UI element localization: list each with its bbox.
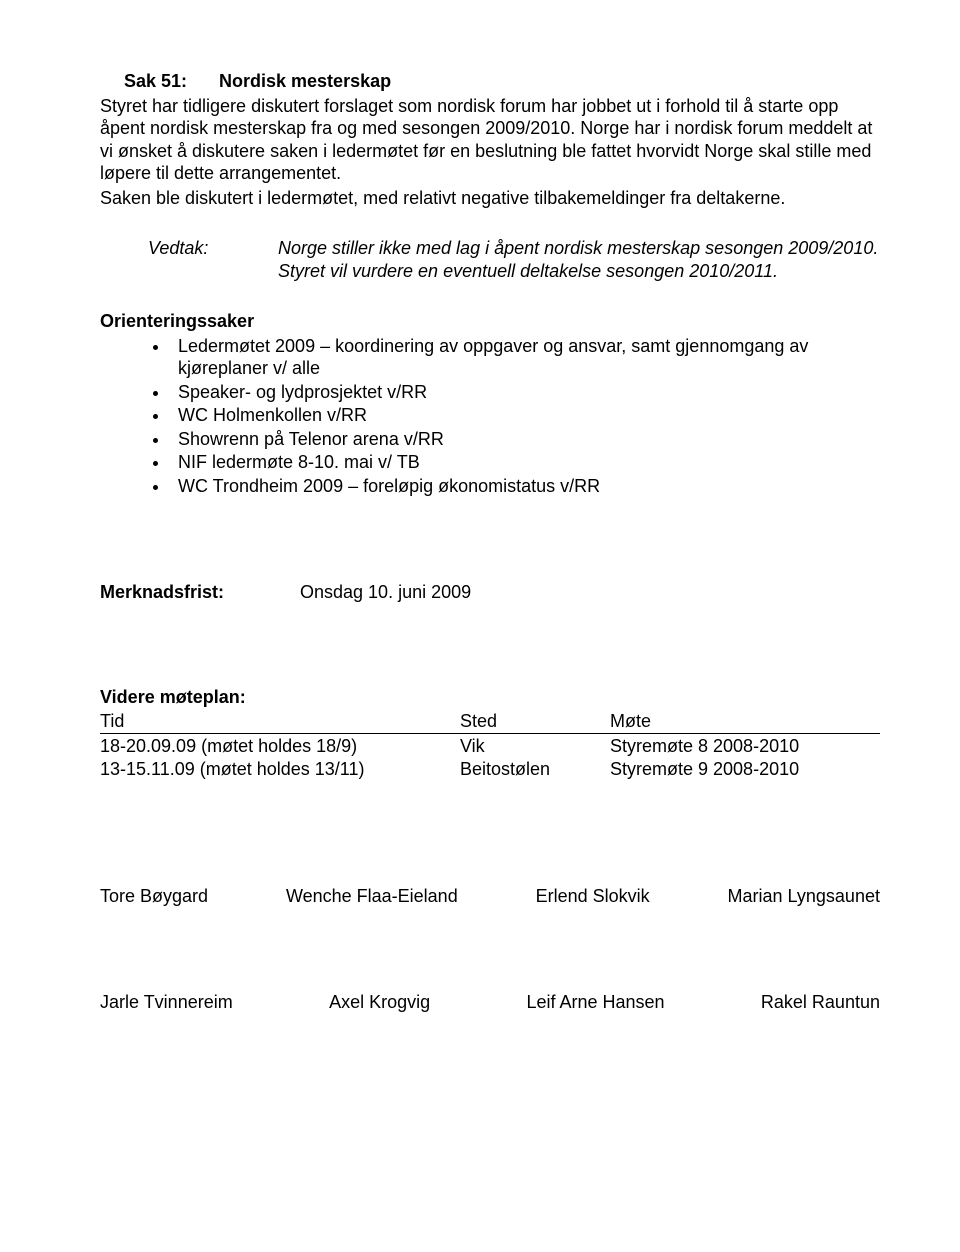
sak-heading: Sak 51: Nordisk mesterskap — [124, 70, 880, 93]
vedtak-text: Norge stiller ikke med lag i åpent nordi… — [278, 237, 880, 282]
plan-cell: Beitostølen — [460, 758, 610, 781]
list-item: Ledermøtet 2009 – koordinering av oppgav… — [170, 335, 880, 380]
plan-row: 13-15.11.09 (møtet holdes 13/11) Beitost… — [100, 758, 880, 781]
plan-header-tid: Tid — [100, 710, 460, 733]
orientering-list: Ledermøtet 2009 – koordinering av oppgav… — [100, 335, 880, 498]
plan-cell: 18-20.09.09 (møtet holdes 18/9) — [100, 735, 460, 758]
signature-row-1: Tore Bøygard Wenche Flaa-Eieland Erlend … — [100, 885, 880, 908]
plan-header-sted: Sted — [460, 710, 610, 733]
signature-name: Tore Bøygard — [100, 885, 208, 908]
plan-cell: 13-15.11.09 (møtet holdes 13/11) — [100, 758, 460, 781]
vedtak-label: Vedtak: — [148, 237, 278, 282]
sak-paragraph-1: Styret har tidligere diskutert forslaget… — [100, 95, 880, 185]
plan-header: Tid Sted Møte — [100, 710, 880, 734]
signature-name: Rakel Rauntun — [761, 991, 880, 1014]
orientering-title: Orienteringssaker — [100, 310, 880, 333]
list-item: Speaker- og lydprosjektet v/RR — [170, 381, 880, 404]
plan-cell: Styremøte 8 2008-2010 — [610, 735, 880, 758]
plan-cell: Styremøte 9 2008-2010 — [610, 758, 880, 781]
vedtak-block: Vedtak: Norge stiller ikke med lag i åpe… — [148, 237, 880, 282]
merknad-label: Merknadsfrist: — [100, 581, 300, 604]
signature-name: Jarle Tvinnereim — [100, 991, 233, 1014]
sak-label: Sak 51: — [124, 70, 214, 93]
signature-name: Wenche Flaa-Eieland — [286, 885, 458, 908]
merknad-row: Merknadsfrist: Onsdag 10. juni 2009 — [100, 581, 880, 604]
list-item: WC Holmenkollen v/RR — [170, 404, 880, 427]
plan-title: Videre møteplan: — [100, 686, 880, 709]
list-item: Showrenn på Telenor arena v/RR — [170, 428, 880, 451]
sak-title: Nordisk mesterskap — [219, 71, 391, 91]
signature-row-2: Jarle Tvinnereim Axel Krogvig Leif Arne … — [100, 991, 880, 1014]
plan-row: 18-20.09.09 (møtet holdes 18/9) Vik Styr… — [100, 735, 880, 758]
list-item: WC Trondheim 2009 – foreløpig økonomista… — [170, 475, 880, 498]
plan-header-mote: Møte — [610, 710, 880, 733]
signature-name: Marian Lyngsaunet — [728, 885, 880, 908]
signature-name: Leif Arne Hansen — [526, 991, 664, 1014]
sak-paragraph-2: Saken ble diskutert i ledermøtet, med re… — [100, 187, 880, 210]
list-item: NIF ledermøte 8-10. mai v/ TB — [170, 451, 880, 474]
merknad-value: Onsdag 10. juni 2009 — [300, 581, 471, 604]
plan-cell: Vik — [460, 735, 610, 758]
signature-name: Erlend Slokvik — [536, 885, 650, 908]
signature-name: Axel Krogvig — [329, 991, 430, 1014]
